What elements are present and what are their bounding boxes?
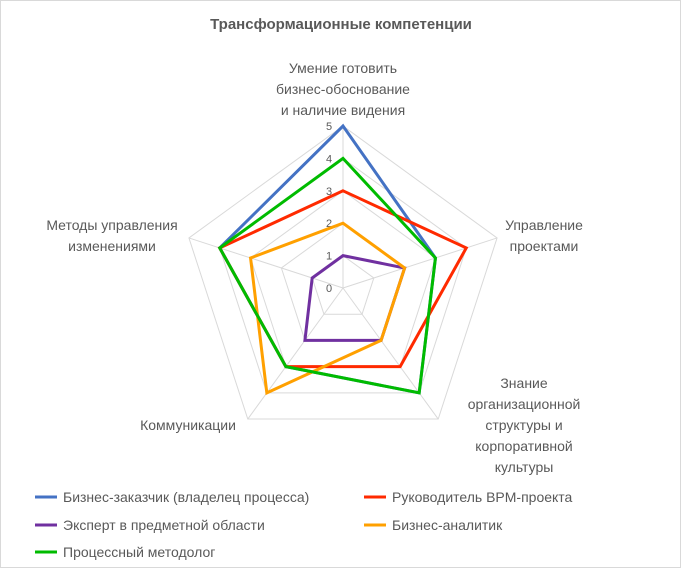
legend-label: Процессный методолог	[63, 544, 215, 560]
category-label: Методы управления	[46, 217, 177, 233]
legend-label: Бизнес-аналитик	[392, 517, 503, 533]
tick-label: 2	[326, 218, 332, 230]
category-label: Управление	[505, 217, 583, 233]
category-label: проектами	[510, 238, 579, 254]
category-label: корпоративной	[475, 438, 573, 454]
axis-spoke	[247, 287, 344, 420]
grid-ring	[188, 125, 498, 420]
category-label: организационной	[468, 396, 581, 412]
legend-item: Бизнес-заказчик (владелец процесса)	[35, 489, 309, 505]
legend-label: Бизнес-заказчик (владелец процесса)	[63, 489, 309, 505]
category-label: Коммуникации	[140, 417, 236, 433]
category-label: структуры и	[485, 417, 562, 433]
legend-item: Руководитель BPM-проекта	[364, 489, 573, 505]
series-line	[217, 156, 438, 395]
axis-spoke	[342, 237, 498, 289]
legend-item: Процессный методолог	[35, 544, 215, 560]
category-label: Знание	[500, 375, 548, 391]
category-label: и наличие видения	[281, 102, 405, 118]
category-label: Умение готовить	[289, 60, 397, 76]
tick-label: 5	[326, 121, 332, 133]
axis-spoke	[188, 237, 344, 289]
legend-item: Эксперт в предметной области	[35, 517, 265, 533]
legend-item: Бизнес-аналитик	[364, 517, 503, 533]
tick-label: 1	[326, 251, 332, 263]
category-label: изменениями	[68, 238, 156, 254]
tick-label: 0	[326, 283, 332, 295]
category-label: культуры	[495, 459, 554, 475]
legend-label: Эксперт в предметной области	[63, 517, 265, 533]
chart-title: Трансформационные компетенции	[210, 16, 472, 33]
series-line	[303, 253, 407, 342]
series-line	[217, 189, 469, 369]
tick-label: 4	[326, 153, 332, 165]
legend-label: Руководитель BPM-проекта	[392, 489, 573, 505]
category-label: бизнес-обоснование	[276, 81, 410, 97]
series-line	[248, 221, 407, 396]
axis-spoke	[342, 287, 439, 420]
tick-label: 3	[326, 186, 332, 198]
